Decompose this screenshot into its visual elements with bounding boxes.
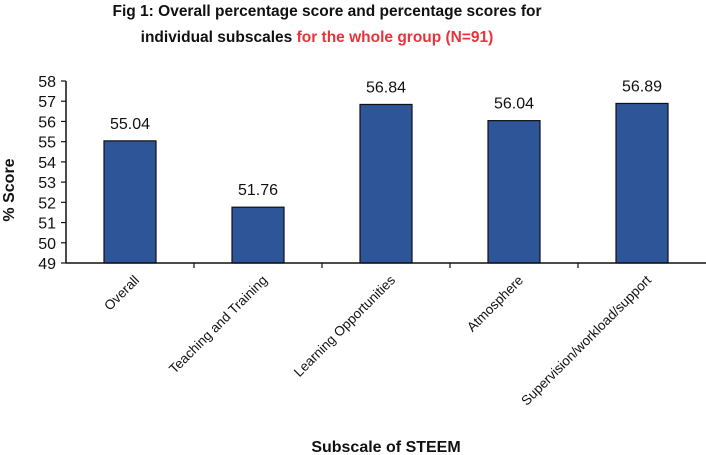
y-axis: 49 50 51 52 53 54 55 56 57 58	[38, 74, 67, 273]
chart-title-line-2: individual subscales for the whole group…	[0, 29, 670, 47]
y-tick-label: 58	[38, 74, 56, 91]
x-axis: Overall Teaching and Training Learning Opp…	[66, 262, 706, 408]
bars: 55.04 51.76 56.84 56.04 56.89	[103, 78, 669, 264]
x-axis-label: Subscale of STEEM	[311, 439, 460, 455]
bar	[487, 120, 541, 264]
y-tick-label: 49	[38, 256, 56, 273]
y-tick-label: 52	[38, 195, 56, 212]
y-tick-label: 56	[38, 114, 56, 131]
data-label: 55.04	[110, 116, 150, 133]
x-tick-label: Overall	[101, 273, 142, 314]
chart-title-highlight: for the whole group (N=91)	[296, 29, 494, 46]
bar	[103, 140, 157, 264]
bar	[231, 206, 285, 264]
y-tick-label: 54	[38, 155, 56, 172]
x-tick-label: Atmosphere	[464, 273, 526, 335]
y-tick-label: 50	[38, 236, 56, 253]
data-label: 56.04	[494, 96, 534, 113]
y-tick-label: 53	[38, 175, 56, 192]
y-tick-label: 55	[38, 135, 56, 152]
chart-title-line-1: Fig 1: Overall percentage score and perc…	[112, 3, 542, 20]
chart-title-plain: individual subscales	[140, 29, 297, 46]
bar	[359, 103, 413, 264]
y-tick-label: 51	[38, 216, 56, 233]
data-label: 56.89	[622, 78, 662, 95]
y-tick-label: 57	[38, 94, 56, 111]
y-axis-label: % Score	[1, 158, 18, 221]
data-label: 56.84	[366, 79, 406, 96]
x-tick-label: Teaching and Training	[166, 273, 270, 377]
data-label: 51.76	[238, 182, 278, 199]
bar	[615, 102, 669, 264]
x-tick-label: Learning Opportunities	[291, 272, 398, 379]
x-tick-label: Supervision/workload/support	[518, 272, 654, 408]
